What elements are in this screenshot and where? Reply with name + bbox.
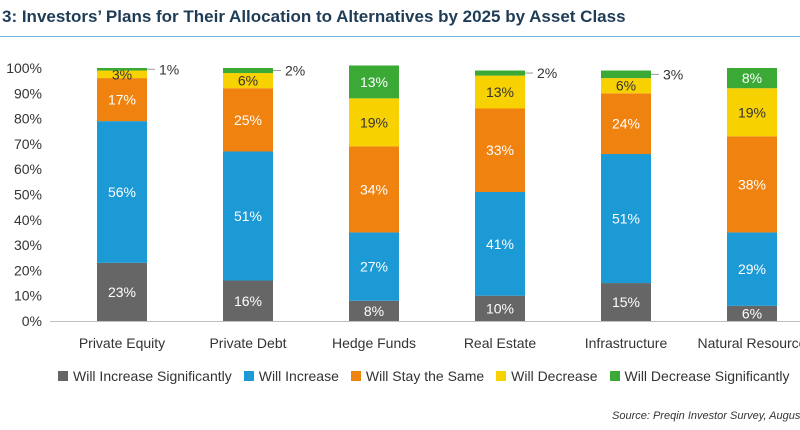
bar-segment-infrastructure-will-decrease-significantly [601, 70, 651, 79]
y-tick-label: 100% [6, 60, 42, 76]
bar-segment-private-equity-will-increase-significantly [97, 262, 147, 321]
data-label: 25% [234, 112, 262, 128]
bar-segment-private-debt-will-increase [223, 151, 273, 281]
y-tick-label: 50% [14, 187, 42, 203]
data-label: 15% [612, 294, 640, 310]
data-label: 33% [486, 142, 514, 158]
legend-label: Will Decrease Significantly [624, 368, 790, 384]
chart-legend: Will Increase Significantly Will Increase… [58, 368, 800, 386]
bar-segment-infrastructure-will-increase [601, 154, 651, 284]
data-label: 51% [612, 211, 640, 227]
bar-segment-infrastructure-will-decrease [601, 78, 651, 94]
data-label: 6% [616, 78, 636, 94]
x-category-label: Natural Resource [698, 335, 800, 351]
y-tick-label: 90% [14, 85, 42, 101]
bar-segment-real-estate-will-decrease-significantly [475, 70, 525, 76]
data-label: 6% [742, 305, 762, 321]
bar-segment-real-estate-will-decrease [475, 75, 525, 109]
legend-item-will-decrease-significantly: Will Decrease Significantly [609, 368, 790, 384]
legend-label: Will Stay the Same [365, 368, 485, 384]
bar-segment-natural-resource-will-decrease [727, 88, 777, 137]
legend-swatch [243, 371, 254, 381]
bar-segment-private-equity-will-increase [97, 121, 147, 263]
bar-segment-hedge-funds-will-decrease-significantly [349, 65, 399, 99]
legend-item-will-increase-significantly: Will Increase Significantly [58, 368, 232, 384]
bar-segment-natural-resource-will-decrease-significantly [727, 68, 777, 89]
y-tick-label: 60% [14, 161, 42, 177]
legend-item-will-increase: Will Increase [243, 368, 339, 384]
bar-segment-private-debt-will-increase-significantly [223, 280, 273, 321]
data-label: 19% [738, 104, 766, 120]
data-label: 13% [486, 84, 514, 100]
bar-segment-private-debt-will-stay-the-same [223, 88, 273, 152]
y-tick-label: 0% [22, 313, 42, 329]
bar-segment-real-estate-will-increase [475, 191, 525, 296]
data-label: 56% [108, 184, 136, 200]
bar-segment-private-debt-will-decrease-significantly [223, 68, 273, 74]
legend-label: Will Increase Significantly [73, 368, 232, 384]
y-tick-label: 20% [14, 262, 42, 278]
data-label: 1% [159, 61, 179, 77]
y-tick-label: 80% [14, 111, 42, 127]
bar-segment-natural-resource-will-increase [727, 232, 777, 306]
data-label: 19% [360, 114, 388, 130]
data-label: 41% [486, 236, 514, 252]
legend-label: Will Decrease [511, 368, 598, 384]
bar-segment-private-equity-will-decrease [97, 70, 147, 79]
legend-swatch [609, 371, 620, 381]
data-label: 23% [108, 284, 136, 300]
legend-item-will-stay-the-same: Will Stay the Same [350, 368, 485, 384]
data-label: 2% [537, 65, 557, 81]
legend-item-will-decrease: Will Decrease [496, 368, 598, 384]
bar-segment-hedge-funds-will-increase-significantly [349, 300, 399, 321]
y-tick-label: 40% [14, 212, 42, 228]
bar-segment-real-estate-will-increase-significantly [475, 295, 525, 321]
chart-title: 3: Investors’ Plans for Their Allocation… [2, 7, 626, 26]
bar-segment-real-estate-will-stay-the-same [475, 108, 525, 192]
x-category-label: Infrastructure [585, 335, 668, 351]
bar-segment-private-debt-will-decrease [223, 73, 273, 89]
source-note: Source: Preqin Investor Survey, Augus [612, 410, 800, 422]
data-label: 38% [738, 176, 766, 192]
x-category-label: Private Debt [209, 335, 286, 351]
bar-segment-infrastructure-will-increase-significantly [601, 283, 651, 321]
bar-segment-infrastructure-will-stay-the-same [601, 93, 651, 155]
bar-segment-hedge-funds-will-increase [349, 232, 399, 301]
y-tick-label: 10% [14, 288, 42, 304]
data-label: 16% [234, 293, 262, 309]
legend-label: Will Increase [258, 368, 339, 384]
stacked-bar-chart: 0% 10% 20% 30% 40% 50% 60% 70% 80% 90% 100% 23% 56% 1… [6, 60, 800, 351]
data-label: 17% [108, 92, 136, 108]
bar-segment-private-equity-will-decrease-significantly [97, 68, 147, 71]
data-label: 51% [234, 208, 262, 224]
bar-segment-natural-resource-will-stay-the-same [727, 136, 777, 233]
y-tick-label: 30% [14, 237, 42, 253]
y-tick-label: 70% [14, 136, 42, 152]
title-bar: 3: Investors’ Plans for Their Allocation… [0, 0, 800, 37]
bar-segment-natural-resource-will-increase-significantly [727, 305, 777, 321]
data-label: 2% [285, 63, 305, 79]
data-label: 8% [364, 303, 384, 319]
data-label: 27% [360, 259, 388, 275]
data-label: 34% [360, 181, 388, 197]
bar-segment-private-equity-will-stay-the-same [97, 78, 147, 122]
data-label: 8% [742, 70, 762, 86]
legend-swatch [350, 371, 361, 381]
x-category-label: Real Estate [464, 335, 537, 351]
bar-segment-hedge-funds-will-decrease [349, 98, 399, 147]
data-label: 10% [486, 300, 514, 316]
x-category-label: Hedge Funds [332, 335, 416, 351]
data-label: 24% [612, 116, 640, 132]
legend-swatch [58, 371, 68, 381]
bar-segment-hedge-funds-will-stay-the-same [349, 146, 399, 233]
data-label: 29% [738, 261, 766, 277]
data-label: 13% [360, 74, 388, 90]
x-category-label: Private Equity [79, 335, 165, 351]
data-label: 3% [663, 66, 683, 82]
legend-swatch [496, 371, 507, 381]
data-label: 6% [238, 73, 258, 89]
